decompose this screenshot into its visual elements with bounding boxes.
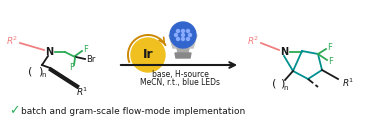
Text: ✓: ✓ bbox=[9, 105, 19, 117]
Text: N: N bbox=[45, 47, 53, 57]
Text: batch and gram-scale flow-mode implementation: batch and gram-scale flow-mode implement… bbox=[21, 107, 245, 115]
Text: Br: Br bbox=[86, 54, 95, 63]
Text: ): ) bbox=[38, 66, 42, 76]
Circle shape bbox=[170, 22, 196, 48]
Polygon shape bbox=[175, 53, 191, 58]
Text: N: N bbox=[280, 47, 288, 57]
Text: $\mathit{R}^2$: $\mathit{R}^2$ bbox=[247, 35, 259, 47]
Circle shape bbox=[186, 30, 189, 32]
Text: n: n bbox=[284, 85, 288, 91]
Polygon shape bbox=[177, 48, 189, 53]
Text: Ir: Ir bbox=[143, 48, 153, 62]
Text: base, H-source: base, H-source bbox=[152, 70, 208, 79]
Circle shape bbox=[177, 38, 180, 40]
Circle shape bbox=[175, 33, 178, 37]
Circle shape bbox=[186, 38, 189, 40]
Circle shape bbox=[189, 33, 192, 37]
Text: (: ( bbox=[28, 66, 32, 76]
Text: $\mathit{R}^1$: $\mathit{R}^1$ bbox=[342, 77, 355, 89]
Text: $\mathit{R}^1$: $\mathit{R}^1$ bbox=[76, 86, 88, 98]
Polygon shape bbox=[169, 35, 197, 48]
Text: F: F bbox=[328, 56, 333, 66]
Text: F: F bbox=[70, 63, 74, 72]
Circle shape bbox=[181, 38, 184, 40]
Text: ): ) bbox=[280, 79, 284, 89]
Circle shape bbox=[181, 33, 184, 37]
Text: MeCN, r.t., blue LEDs: MeCN, r.t., blue LEDs bbox=[140, 78, 220, 87]
Text: (: ( bbox=[272, 79, 276, 89]
Text: F: F bbox=[327, 44, 332, 53]
Circle shape bbox=[181, 30, 184, 32]
Circle shape bbox=[177, 30, 180, 32]
Text: $\mathit{R}^2$: $\mathit{R}^2$ bbox=[6, 35, 18, 47]
Circle shape bbox=[131, 38, 165, 72]
Text: F: F bbox=[83, 46, 88, 54]
Text: n: n bbox=[42, 72, 46, 78]
